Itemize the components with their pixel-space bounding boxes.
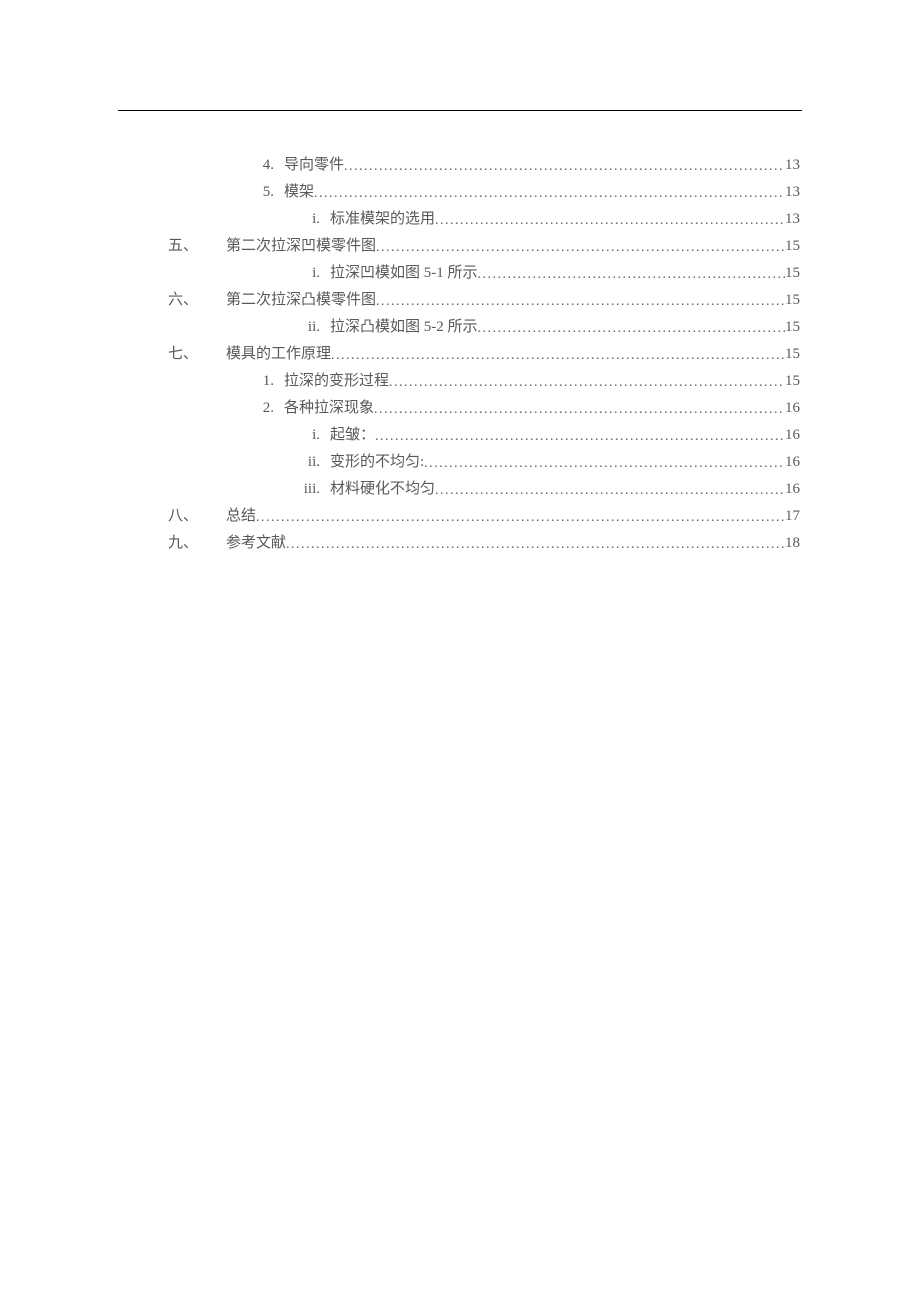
toc-page: 13 <box>785 179 800 206</box>
toc-entry: 2. 各种拉深现象 16 <box>168 395 800 422</box>
toc-page: 16 <box>785 395 800 422</box>
toc-leader <box>376 288 785 315</box>
toc-entry: 五、 第二次拉深凹模零件图 15 <box>168 233 800 260</box>
toc-leader <box>286 531 785 558</box>
toc-page: 17 <box>785 503 800 530</box>
toc-page: 15 <box>785 341 800 368</box>
toc-entry: 4. 导向零件 13 <box>168 152 800 179</box>
toc-marker: 4. <box>226 152 274 179</box>
toc-marker: ii. <box>226 314 320 341</box>
toc-marker: 七、 <box>168 341 198 368</box>
toc-leader <box>478 315 786 342</box>
toc-marker: i. <box>226 260 320 287</box>
toc-page: 15 <box>785 368 800 395</box>
toc-page: 15 <box>785 233 800 260</box>
toc-entry: 九、 参考文献 18 <box>168 530 800 557</box>
toc-entry: i. 拉深凹模如图 5-1 所示 15 <box>168 260 800 287</box>
toc-leader <box>376 234 785 261</box>
toc-marker: 六、 <box>168 287 198 314</box>
toc-leader <box>344 153 785 180</box>
toc-entry: 六、 第二次拉深凸模零件图 15 <box>168 287 800 314</box>
toc-leader <box>478 261 786 288</box>
toc-title: 起皱： <box>330 422 375 449</box>
toc-page: 16 <box>785 476 800 503</box>
page-top-rule <box>118 110 802 111</box>
toc-leader <box>375 423 785 450</box>
toc-entry: ii. 变形的不均匀: 16 <box>168 449 800 476</box>
toc-leader <box>435 477 785 504</box>
toc-marker: 2. <box>226 395 274 422</box>
toc-title: 拉深凸模如图 5-2 所示 <box>330 314 478 341</box>
toc-marker: 五、 <box>168 233 198 260</box>
toc-leader <box>314 180 785 207</box>
toc-page: 16 <box>785 449 800 476</box>
toc-page: 18 <box>785 530 800 557</box>
toc-leader <box>331 342 785 369</box>
toc-leader <box>374 396 785 423</box>
toc-title: 拉深凹模如图 5-1 所示 <box>330 260 478 287</box>
toc-page: 15 <box>785 314 800 341</box>
toc-entry: 5. 模架 13 <box>168 179 800 206</box>
toc-title: 变形的不均匀: <box>330 449 424 476</box>
toc-page: 16 <box>785 422 800 449</box>
toc-page: 15 <box>785 287 800 314</box>
toc-entry: i. 标准模架的选用 13 <box>168 206 800 233</box>
toc-title: 各种拉深现象 <box>284 395 374 422</box>
toc-leader <box>424 450 785 477</box>
toc-marker: iii. <box>226 476 320 503</box>
toc-title: 第二次拉深凸模零件图 <box>226 287 376 314</box>
toc-page: 13 <box>785 206 800 233</box>
toc-entry: 1. 拉深的变形过程 15 <box>168 368 800 395</box>
toc-title: 导向零件 <box>284 152 344 179</box>
toc-title: 模架 <box>284 179 314 206</box>
toc-leader <box>389 369 785 396</box>
toc-leader <box>256 504 785 531</box>
toc-title: 材料硬化不均匀 <box>330 476 435 503</box>
toc-marker: 九、 <box>168 530 198 557</box>
toc-title: 第二次拉深凹模零件图 <box>226 233 376 260</box>
toc-container: 4. 导向零件 13 5. 模架 13 i. 标准模架的选用 13 五、 第二次… <box>168 152 800 557</box>
toc-marker: 八、 <box>168 503 198 530</box>
toc-title: 标准模架的选用 <box>330 206 435 233</box>
toc-title: 总结 <box>226 503 256 530</box>
toc-entry: 八、 总结 17 <box>168 503 800 530</box>
toc-title: 拉深的变形过程 <box>284 368 389 395</box>
toc-title: 模具的工作原理 <box>226 341 331 368</box>
toc-page: 13 <box>785 152 800 179</box>
toc-title: 参考文献 <box>226 530 286 557</box>
toc-entry: ii. 拉深凸模如图 5-2 所示 15 <box>168 314 800 341</box>
toc-entry: i. 起皱： 16 <box>168 422 800 449</box>
toc-marker: i. <box>226 422 320 449</box>
toc-leader <box>435 207 785 234</box>
toc-entry: 七、 模具的工作原理 15 <box>168 341 800 368</box>
toc-marker: i. <box>226 206 320 233</box>
toc-page: 15 <box>785 260 800 287</box>
toc-marker: 5. <box>226 179 274 206</box>
toc-marker: 1. <box>226 368 274 395</box>
toc-marker: ii. <box>226 449 320 476</box>
toc-entry: iii. 材料硬化不均匀 16 <box>168 476 800 503</box>
